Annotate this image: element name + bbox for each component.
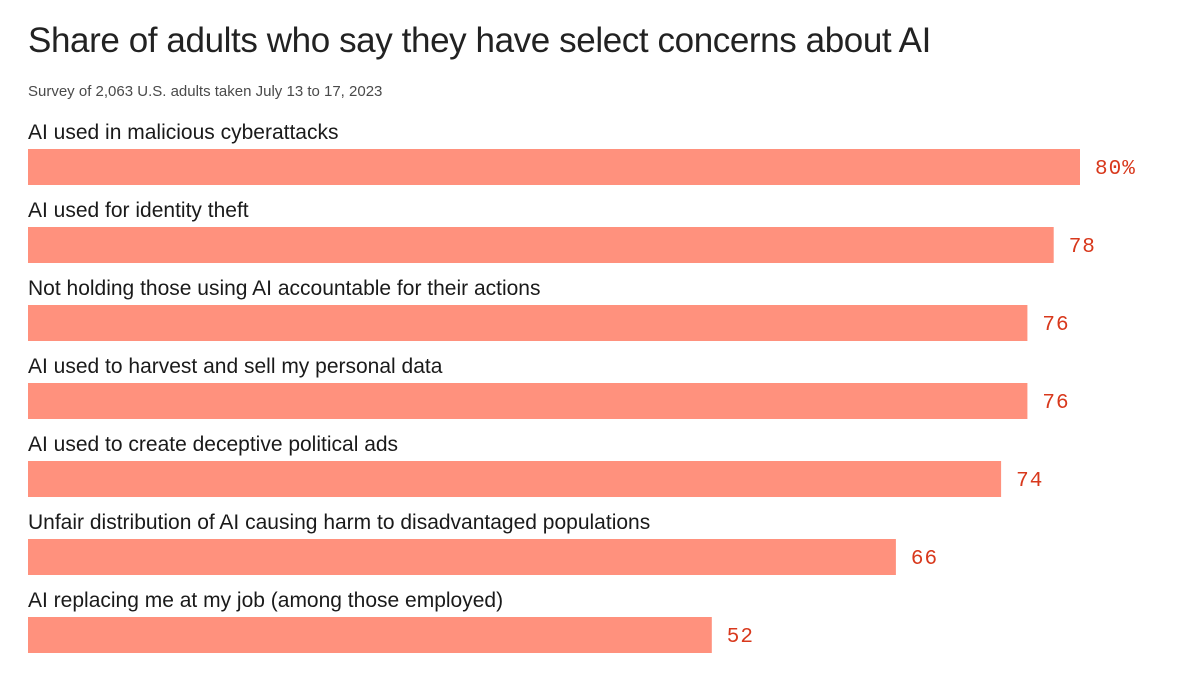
value-label: 74 bbox=[1016, 470, 1043, 493]
bar bbox=[28, 149, 1080, 185]
bar bbox=[28, 617, 712, 653]
chart-subtitle: Survey of 2,063 U.S. adults taken July 1… bbox=[28, 83, 383, 100]
category-label: AI used in malicious cyberattacks bbox=[28, 121, 338, 144]
category-label: AI used to create deceptive political ad… bbox=[28, 433, 398, 456]
category-label: Unfair distribution of AI causing harm t… bbox=[28, 511, 650, 534]
value-label: 76 bbox=[1042, 392, 1069, 415]
bar bbox=[28, 305, 1028, 341]
category-label: Not holding those using AI accountable f… bbox=[28, 277, 541, 300]
value-label: 78 bbox=[1069, 236, 1096, 259]
category-label: AI used to harvest and sell my personal … bbox=[28, 355, 443, 378]
bar bbox=[28, 227, 1054, 263]
bar bbox=[28, 383, 1028, 419]
value-label: 80% bbox=[1095, 158, 1136, 181]
bar bbox=[28, 461, 1002, 497]
category-label: AI replacing me at my job (among those e… bbox=[28, 589, 503, 612]
chart-title: Share of adults who say they have select… bbox=[28, 21, 931, 60]
value-label: 52 bbox=[727, 626, 754, 649]
bar bbox=[28, 539, 896, 575]
value-label: 66 bbox=[911, 548, 938, 571]
value-label: 76 bbox=[1042, 314, 1069, 337]
category-label: AI used for identity theft bbox=[28, 199, 249, 222]
